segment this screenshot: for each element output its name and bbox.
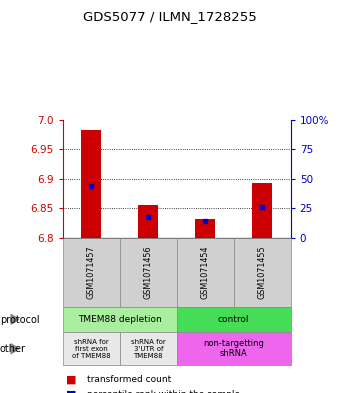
Text: GSM1071457: GSM1071457 [87, 245, 96, 299]
Text: GSM1071455: GSM1071455 [258, 245, 267, 299]
Bar [81, 130, 101, 238]
Text: ■: ■ [66, 389, 77, 393]
Text: GDS5077 / ILMN_1728255: GDS5077 / ILMN_1728255 [83, 10, 257, 23]
Text: protocol: protocol [0, 314, 40, 325]
Text: percentile rank within the sample: percentile rank within the sample [87, 390, 240, 393]
Text: other: other [0, 344, 26, 354]
Text: transformed count: transformed count [87, 375, 171, 384]
Polygon shape [11, 314, 19, 324]
Polygon shape [11, 344, 19, 354]
Text: shRNA for
3'UTR of
TMEM88: shRNA for 3'UTR of TMEM88 [131, 339, 166, 359]
Text: GSM1071454: GSM1071454 [201, 245, 210, 299]
Text: shRNA for
first exon
of TMEM88: shRNA for first exon of TMEM88 [72, 339, 111, 359]
Bar [195, 219, 215, 238]
Bar [252, 183, 272, 238]
Bar [138, 205, 158, 238]
Text: non-targetting
shRNA: non-targetting shRNA [203, 339, 264, 358]
Text: TMEM88 depletion: TMEM88 depletion [78, 315, 162, 324]
Text: ■: ■ [66, 374, 77, 384]
Text: control: control [218, 315, 250, 324]
Text: GSM1071456: GSM1071456 [144, 245, 153, 299]
